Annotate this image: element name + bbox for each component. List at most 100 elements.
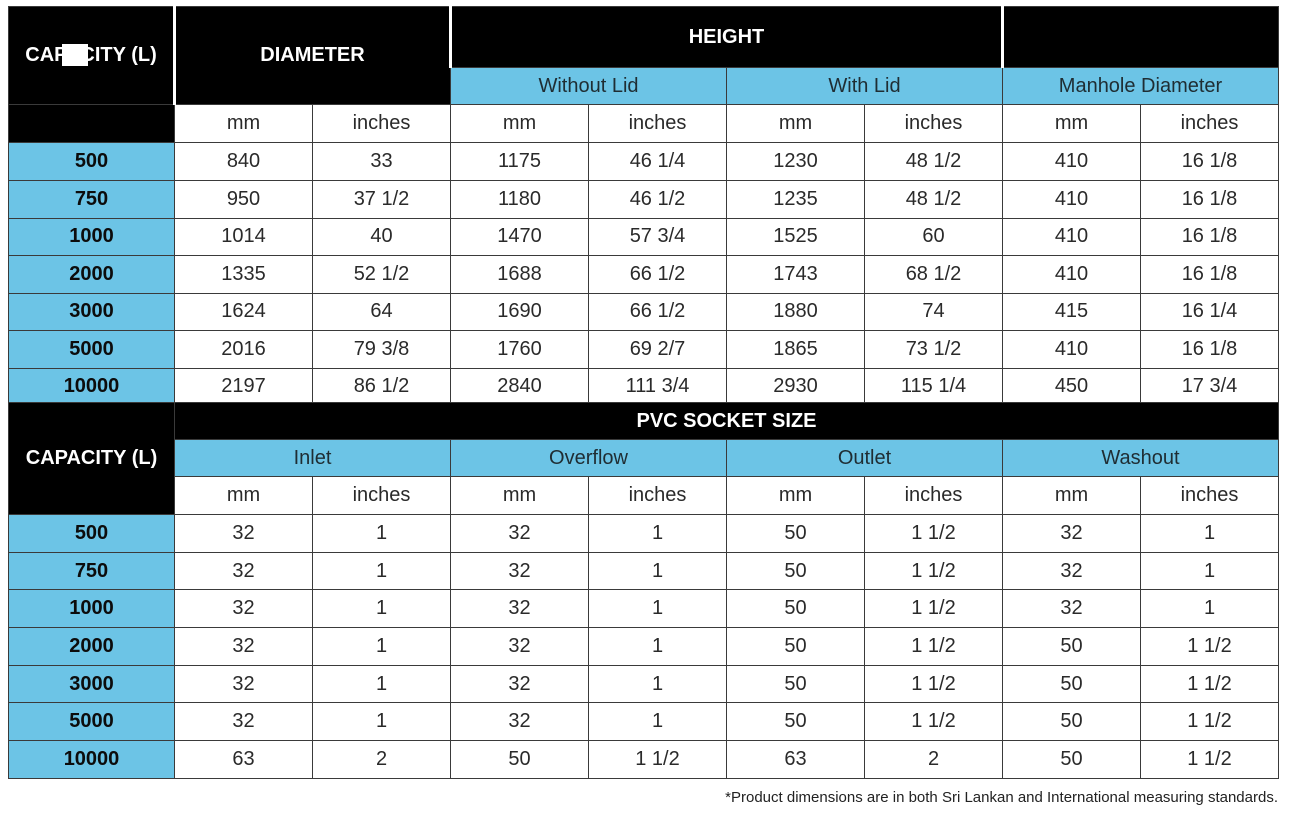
value-cell: 16 1/8 — [1140, 330, 1279, 369]
value-cell: 840 — [174, 142, 313, 181]
value-cell: 1 — [312, 589, 451, 629]
unit-header: mm — [450, 104, 589, 143]
value-cell: 50 — [1002, 740, 1141, 779]
value-cell: 74 — [864, 292, 1003, 331]
table-row: 5000 2016 79 3/8 1760 69 2/7 1865 73 1/2 410 16 … — [8, 330, 1279, 369]
value-cell: 410 — [1002, 180, 1141, 219]
value-cell: 86 1/2 — [312, 367, 451, 406]
value-cell: 16 1/8 — [1140, 142, 1279, 181]
value-cell: 1235 — [726, 180, 865, 219]
value-cell: 32 — [450, 702, 589, 742]
value-cell: 410 — [1002, 142, 1141, 181]
value-cell: 1 — [588, 702, 727, 742]
value-cell: 1 1/2 — [864, 551, 1003, 591]
value-cell: 52 1/2 — [312, 255, 451, 294]
pvc-socket-table: CAPACITY (L) PVC SOCKET SIZE Inlet Overfl… — [8, 402, 1279, 779]
value-cell: 50 — [726, 589, 865, 629]
table-row: 3000 32 1 32 1 50 1 1/2 50 1 1/2 — [8, 664, 1279, 704]
value-cell: 1 — [312, 627, 451, 666]
capacity-cell: 1000 — [8, 589, 175, 629]
capacity-cell: 500 — [8, 142, 175, 181]
table-row: 500 32 1 32 1 50 1 1/2 32 1 — [8, 514, 1279, 553]
value-cell: 1 1/2 — [1140, 740, 1279, 779]
capacity-cell: 2000 — [8, 255, 175, 294]
value-cell: 1688 — [450, 255, 589, 294]
value-cell: 1743 — [726, 255, 865, 294]
value-cell: 1 — [312, 664, 451, 704]
value-cell: 1175 — [450, 142, 589, 181]
value-cell: 68 1/2 — [864, 255, 1003, 294]
value-cell: 2840 — [450, 367, 589, 406]
unit-header: inches — [312, 104, 451, 143]
value-cell: 1 — [312, 551, 451, 591]
value-cell: 2 — [864, 740, 1003, 779]
socket-group-header: Inlet — [174, 439, 451, 477]
value-cell: 1470 — [450, 217, 589, 256]
capacity-cell: 5000 — [8, 702, 175, 742]
value-cell: 111 3/4 — [588, 367, 727, 406]
value-cell: 1865 — [726, 330, 865, 369]
value-cell: 415 — [1002, 292, 1141, 331]
capacity-cell: 10000 — [8, 740, 175, 779]
capacity-cell: 2000 — [8, 627, 175, 666]
value-cell: 1 — [1140, 514, 1279, 553]
value-cell: 1525 — [726, 217, 865, 256]
unit-header: inches — [1140, 476, 1279, 515]
value-cell: 46 1/2 — [588, 180, 727, 219]
value-cell: 1230 — [726, 142, 865, 181]
value-cell: 115 1/4 — [864, 367, 1003, 406]
value-cell: 950 — [174, 180, 313, 219]
unit-header: mm — [726, 104, 865, 143]
value-cell: 1 1/2 — [1140, 664, 1279, 704]
value-cell: 1624 — [174, 292, 313, 331]
value-cell: 33 — [312, 142, 451, 181]
capacity-cell: 750 — [8, 180, 175, 219]
value-cell: 32 — [1002, 514, 1141, 553]
value-cell: 1 — [588, 664, 727, 704]
capacity-cell: 1000 — [8, 217, 175, 256]
without-lid-header: Without Lid — [450, 67, 727, 105]
height-header: HEIGHT — [449, 6, 1003, 68]
tank-dimensions-table: CAPACITY (L) DIAMETER HEIGHT Without Lid… — [8, 6, 1279, 406]
socket-group-header: Outlet — [726, 439, 1003, 477]
socket-group-header: Overflow — [450, 439, 727, 477]
value-cell: 69 2/7 — [588, 330, 727, 369]
table-row: 2000 32 1 32 1 50 1 1/2 50 1 1/2 — [8, 627, 1279, 666]
value-cell: 50 — [726, 702, 865, 742]
value-cell: 2016 — [174, 330, 313, 369]
table-row: 5000 32 1 32 1 50 1 1/2 50 1 1/2 — [8, 702, 1279, 742]
value-cell: 57 3/4 — [588, 217, 727, 256]
value-cell: 410 — [1002, 330, 1141, 369]
value-cell: 1 — [312, 702, 451, 742]
value-cell: 32 — [174, 664, 313, 704]
value-cell: 40 — [312, 217, 451, 256]
value-cell: 50 — [726, 664, 865, 704]
footnote: *Product dimensions are in both Sri Lank… — [725, 789, 1278, 806]
value-cell: 410 — [1002, 217, 1141, 256]
value-cell: 64 — [312, 292, 451, 331]
capacity-cell: 3000 — [8, 292, 175, 331]
unit-header: mm — [1002, 476, 1141, 515]
unit-header: inches — [864, 104, 1003, 143]
value-cell: 63 — [174, 740, 313, 779]
value-cell: 63 — [726, 740, 865, 779]
value-cell: 50 — [450, 740, 589, 779]
unit-header: mm — [726, 476, 865, 515]
value-cell: 16 1/8 — [1140, 255, 1279, 294]
value-cell: 32 — [450, 589, 589, 629]
value-cell: 1760 — [450, 330, 589, 369]
value-cell: 1 1/2 — [864, 514, 1003, 553]
value-cell: 32 — [450, 664, 589, 704]
unit-header: mm — [174, 104, 313, 143]
value-cell: 410 — [1002, 255, 1141, 294]
table-row: 500 840 33 1175 46 1/4 1230 48 1/2 410 16 1/8 — [8, 142, 1279, 181]
with-lid-header: With Lid — [726, 67, 1003, 105]
capacity-cell: 3000 — [8, 664, 175, 704]
unit-header: inches — [864, 476, 1003, 515]
value-cell: 32 — [450, 514, 589, 553]
value-cell: 1 1/2 — [864, 664, 1003, 704]
value-cell: 32 — [174, 589, 313, 629]
value-cell: 50 — [726, 514, 865, 553]
value-cell: 1 — [312, 514, 451, 553]
value-cell: 50 — [726, 627, 865, 666]
